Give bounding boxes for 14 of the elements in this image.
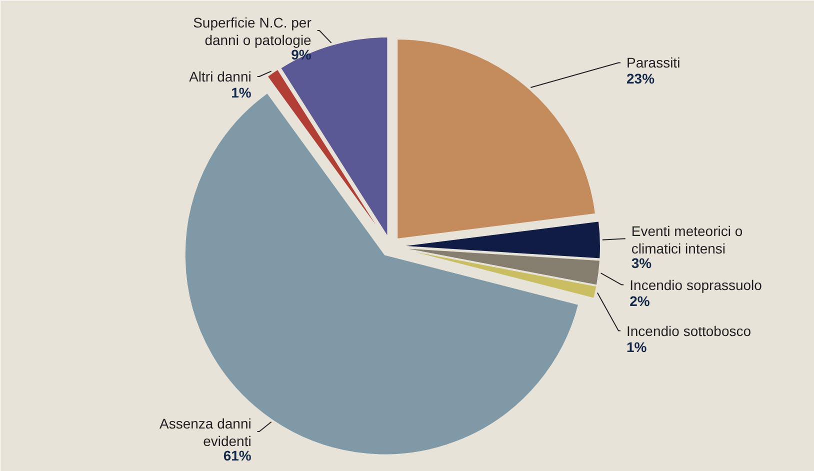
data-label: 1% [231,84,252,100]
data-label: 23% [626,70,656,87]
slice-label: Parassiti [626,54,680,71]
slice-label: Incendio soprassuolo [630,276,762,293]
data-label: 61% [223,448,252,464]
slice-label: Altri danni [189,68,252,84]
data-label: 1% [626,338,648,355]
slice-label: Incendio sottobosco [626,322,752,339]
slice-label: Assenza danni evidenti [159,416,252,450]
data-label: 3% [631,254,652,271]
slice-label: Superficie N.C. per danni o patologie [193,14,312,48]
slice-label: Eventi meteorici o climatici intensi [631,222,743,256]
data-label: 2% [630,292,650,309]
data-label: 9% [291,46,312,62]
